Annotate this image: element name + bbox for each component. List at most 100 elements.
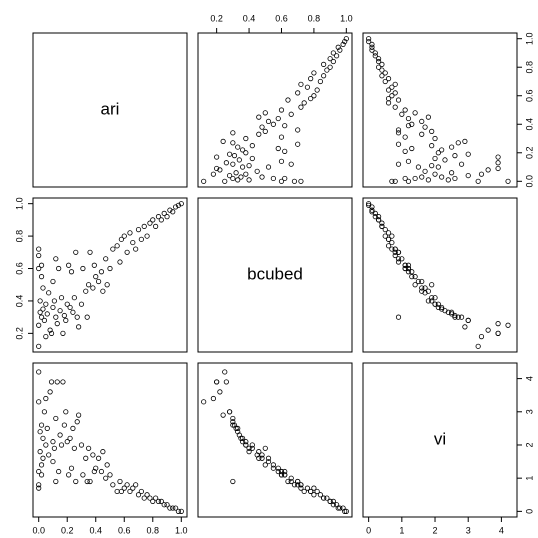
point: [121, 233, 127, 239]
point: [330, 498, 336, 505]
point: [412, 110, 418, 116]
point: [98, 468, 105, 475]
point: [342, 508, 348, 514]
point: [50, 304, 56, 311]
point: [233, 170, 239, 176]
point: [314, 87, 320, 93]
point: [56, 468, 62, 475]
point: [243, 442, 249, 448]
point: [449, 144, 455, 150]
point: [262, 445, 268, 451]
point: [429, 143, 435, 149]
point: [449, 170, 455, 176]
point: [369, 207, 375, 213]
point: [442, 157, 448, 163]
point: [382, 233, 388, 239]
point: [422, 168, 428, 174]
point: [304, 485, 311, 491]
point: [422, 285, 428, 291]
point: [452, 175, 458, 182]
point: [288, 111, 294, 117]
point: [288, 161, 294, 167]
x-tick-label: 0.8: [147, 525, 160, 535]
point: [230, 478, 236, 485]
point: [87, 249, 93, 255]
point: [36, 399, 42, 405]
point: [227, 409, 233, 415]
point: [270, 462, 276, 468]
point: [230, 130, 236, 136]
point: [164, 214, 170, 220]
point: [321, 73, 327, 79]
point: [249, 445, 255, 451]
x-tick-label: 0.2: [210, 13, 223, 23]
x-tick-label: 1.0: [340, 13, 353, 23]
y-tick-label: 0.4: [14, 295, 24, 308]
point: [76, 412, 82, 418]
point: [402, 148, 408, 154]
point: [366, 201, 372, 207]
point: [399, 256, 405, 262]
point: [435, 164, 441, 170]
point: [392, 90, 398, 96]
point: [389, 93, 395, 99]
point: [78, 442, 85, 448]
point: [458, 314, 465, 320]
point: [278, 158, 285, 164]
point: [385, 76, 392, 82]
point: [369, 209, 375, 215]
point: [304, 84, 311, 90]
point: [249, 442, 255, 448]
point: [449, 309, 455, 315]
point: [265, 458, 272, 465]
y-tick-label: 0.0: [524, 175, 534, 188]
point: [91, 262, 97, 268]
point: [48, 330, 55, 336]
point: [141, 223, 147, 229]
point: [311, 492, 317, 498]
point: [301, 100, 307, 106]
point: [201, 399, 207, 405]
point: [54, 321, 60, 327]
point: [68, 465, 75, 471]
point: [239, 435, 246, 441]
point: [210, 171, 216, 177]
x-tick-label: 0: [366, 525, 371, 535]
panel: [32, 32, 188, 188]
point: [147, 495, 153, 501]
panel: [197, 197, 353, 353]
point: [262, 128, 268, 134]
point: [314, 488, 320, 495]
point: [419, 174, 425, 180]
point: [43, 442, 49, 448]
point: [158, 217, 164, 223]
point: [90, 285, 96, 291]
point: [291, 482, 298, 488]
point: [80, 472, 86, 478]
point: [375, 64, 382, 70]
point: [175, 508, 182, 514]
point: [392, 252, 398, 259]
point: [330, 502, 336, 508]
point: [67, 304, 73, 311]
point: [51, 445, 57, 451]
point: [485, 327, 491, 333]
point: [104, 462, 110, 468]
point: [495, 165, 501, 172]
y-tick-label: 0.6: [524, 89, 534, 102]
panel: [197, 32, 353, 188]
point: [36, 343, 42, 349]
point: [311, 485, 317, 491]
point: [236, 432, 242, 438]
variable-label: bcubed: [247, 264, 303, 283]
point: [405, 178, 412, 184]
point: [298, 81, 304, 87]
panel: [362, 32, 518, 188]
point: [295, 482, 301, 488]
panel: [197, 362, 353, 518]
point: [231, 153, 238, 159]
point: [50, 278, 56, 285]
point: [366, 202, 372, 208]
point: [53, 478, 59, 485]
